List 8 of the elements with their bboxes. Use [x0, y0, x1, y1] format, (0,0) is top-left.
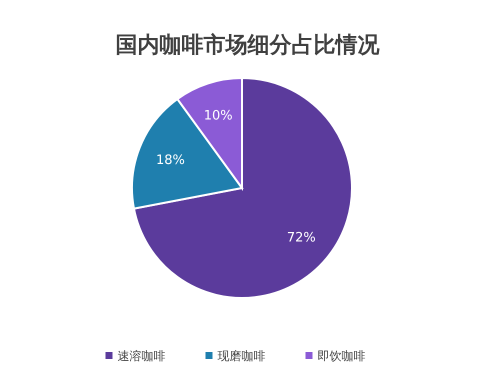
- data-label: 72%: [286, 230, 316, 246]
- pie-slice: [132, 77, 353, 299]
- data-label: 10%: [204, 108, 233, 124]
- legend-label: 速溶咖啡: [118, 349, 166, 364]
- data-label: 18%: [156, 153, 185, 168]
- legend-label: 现磨咖啡: [218, 349, 266, 364]
- legend-label: 即饮咖啡: [318, 349, 366, 364]
- chart-title: 国内咖啡市场细分占比情况: [116, 32, 380, 58]
